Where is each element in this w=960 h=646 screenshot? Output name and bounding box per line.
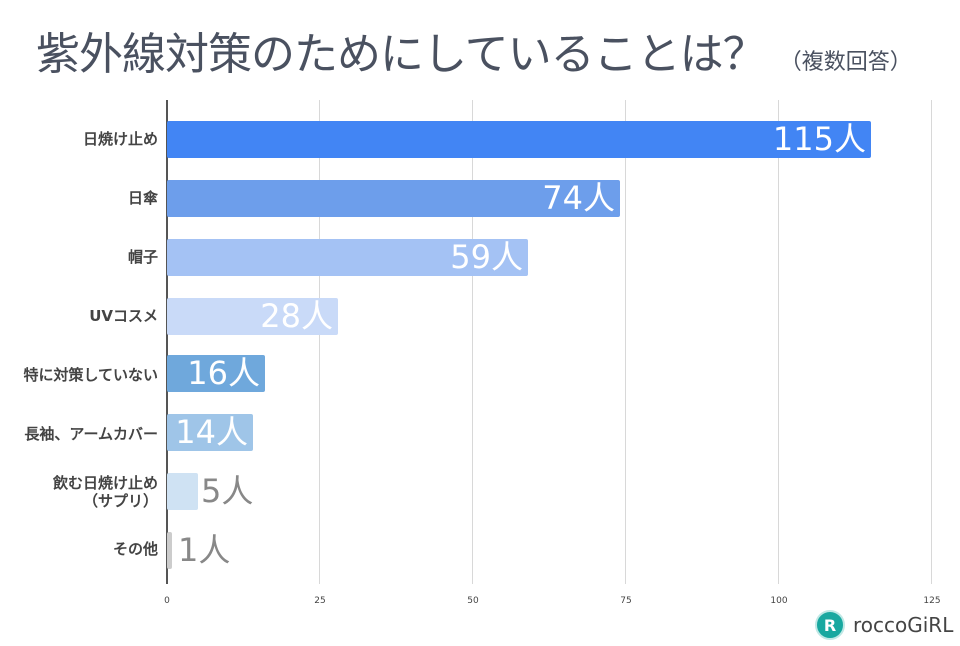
chart-title: 紫外線対策のためにしていることは？ （複数回答） bbox=[36, 18, 912, 82]
category-label-line1: 飲む日焼け止め bbox=[52, 474, 158, 492]
bar-sunscreen bbox=[167, 121, 871, 158]
gridline-125 bbox=[931, 100, 932, 584]
plot-area bbox=[166, 100, 932, 584]
x-tick: 125 bbox=[923, 596, 941, 606]
gridline-75 bbox=[625, 100, 626, 584]
category-label: UVコスメ bbox=[89, 307, 158, 325]
title-subtitle: （複数回答） bbox=[779, 50, 912, 75]
y-axis-line bbox=[166, 100, 168, 584]
bar-hat bbox=[167, 239, 528, 276]
bar-value-label: 16人 bbox=[187, 354, 260, 392]
brand-logo-icon: R bbox=[815, 610, 845, 640]
bar-value-label: 115人 bbox=[772, 120, 866, 158]
bar-no-measures bbox=[167, 355, 265, 392]
x-tick: 75 bbox=[620, 596, 632, 606]
category-label: 帽子 bbox=[127, 248, 158, 266]
bar-value-label: 14人 bbox=[175, 413, 248, 451]
category-label: 飲む日焼け止め （サプリ） bbox=[53, 474, 158, 510]
bar-value-label: 74人 bbox=[542, 179, 615, 217]
x-tick: 25 bbox=[314, 596, 326, 606]
x-tick: 0 bbox=[164, 596, 170, 606]
brand-name: roccoGiRL bbox=[853, 613, 954, 637]
bar-other bbox=[167, 532, 172, 569]
category-label: その他 bbox=[112, 540, 158, 558]
gridline-25 bbox=[319, 100, 320, 584]
category-label: 日焼け止め bbox=[82, 130, 158, 148]
gridline-50 bbox=[472, 100, 473, 584]
category-label: 特に対策していない bbox=[23, 366, 158, 384]
bar-parasol bbox=[167, 180, 620, 217]
category-label: 長袖、アームカバー bbox=[24, 425, 158, 443]
category-label-line2: （サプリ） bbox=[82, 492, 158, 510]
bar-oral-sunscreen bbox=[167, 473, 198, 510]
bar-value-label: 5人 bbox=[201, 472, 254, 510]
bar-long-sleeves bbox=[167, 414, 253, 451]
bar-value-label: 1人 bbox=[178, 531, 231, 569]
brand-logo: R roccoGiRL bbox=[815, 610, 953, 640]
gridline-100 bbox=[778, 100, 779, 584]
category-label: 日傘 bbox=[127, 189, 158, 207]
bar-value-label: 28人 bbox=[260, 297, 333, 335]
bar-value-label: 59人 bbox=[450, 238, 523, 276]
x-tick: 50 bbox=[467, 596, 479, 606]
x-tick: 100 bbox=[770, 596, 788, 606]
title-main: 紫外線対策のためにしていることは？ bbox=[36, 29, 767, 80]
bar-uv-cosmetics bbox=[167, 298, 338, 335]
